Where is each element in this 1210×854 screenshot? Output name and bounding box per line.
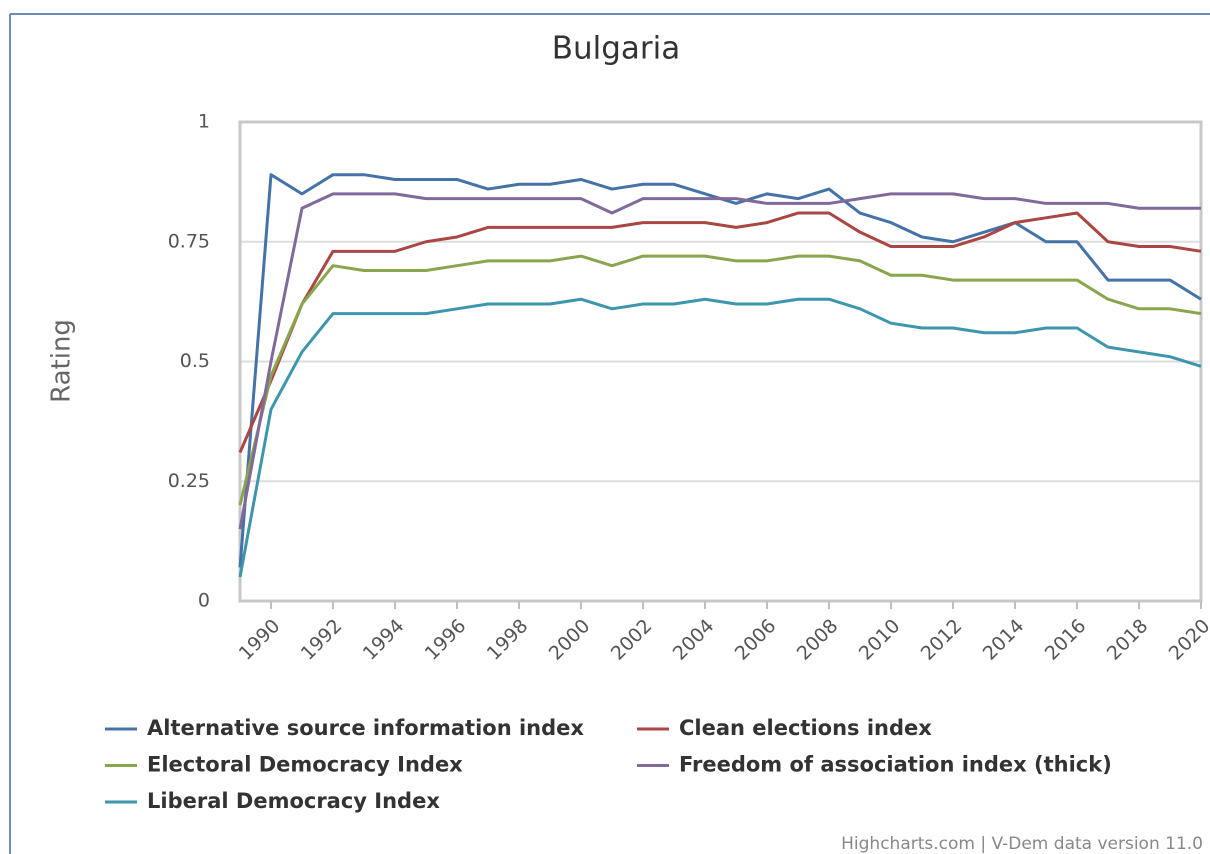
x-tick-label: 2016: [1041, 615, 1091, 665]
legend-label: Electoral Democracy Index: [147, 753, 463, 777]
plot-border: [238, 120, 1203, 603]
x-tick-label: 2012: [917, 615, 967, 665]
y-tick-label: 1: [198, 111, 210, 133]
series-line: [238, 173, 1202, 568]
x-tick-label: 1998: [483, 615, 533, 665]
x-tick-label: 2004: [669, 615, 719, 665]
chart-title: Bulgaria: [552, 31, 681, 67]
x-tick-label: 2014: [979, 615, 1029, 665]
y-tick-label: 0.5: [180, 350, 210, 372]
series-line: [238, 192, 1201, 530]
x-tick-label: 1992: [297, 615, 347, 665]
x-tick-label: 2018: [1103, 615, 1153, 665]
x-tick-label: 1996: [421, 615, 471, 665]
y-tick-label: 0: [198, 590, 210, 612]
y-tick-label: 0.75: [168, 230, 210, 252]
x-tick-label: 2002: [607, 615, 657, 665]
x-tick-label: 1990: [235, 615, 285, 665]
x-tick-label: 1994: [359, 615, 409, 665]
series-line: [238, 297, 1202, 578]
x-tick-label: 2006: [731, 615, 781, 665]
x-tick-label: 2008: [793, 615, 843, 665]
y-tick-label: 0.25: [168, 470, 210, 492]
credits: Highcharts.com | V-Dem data version 11.0: [841, 834, 1203, 854]
y-axis-label: Rating: [47, 319, 77, 403]
series-line: [238, 211, 1202, 454]
x-tick-label: 2000: [545, 615, 595, 665]
legend-label: Clean elections index: [679, 716, 932, 740]
series-line: [238, 254, 1202, 506]
legend-label: Liberal Democracy Index: [147, 789, 440, 813]
x-tick-label: 2020: [1165, 615, 1210, 665]
legend-label: Alternative source information index: [147, 716, 584, 740]
x-tick-label: 2010: [855, 615, 905, 665]
legend-label: Freedom of association index (thick): [679, 753, 1112, 777]
